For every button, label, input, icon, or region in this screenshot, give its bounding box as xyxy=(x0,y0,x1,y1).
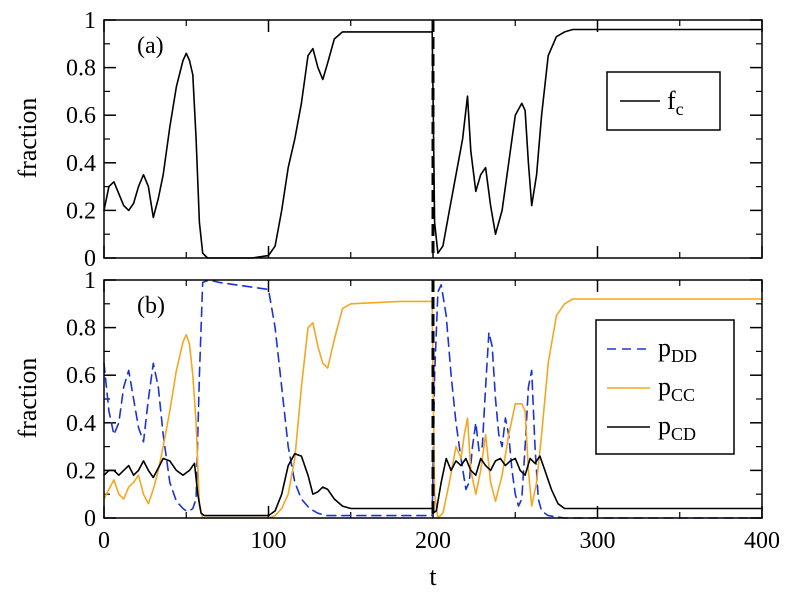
panel-a-legend: fc xyxy=(606,71,721,131)
ytick-label: 0 xyxy=(84,246,96,272)
legend-box xyxy=(595,319,735,455)
ytick-label: 0.6 xyxy=(66,363,96,389)
panel-b-label: (b) xyxy=(137,293,165,319)
legend-box xyxy=(606,71,721,131)
panel-b-frame xyxy=(103,279,763,519)
xtick-label: 0 xyxy=(98,528,110,554)
xtick-label: 300 xyxy=(580,528,616,554)
legend-label-pcd: pCD xyxy=(658,411,696,444)
ytick-label: 0 xyxy=(84,506,96,532)
ytick-label: 0.4 xyxy=(66,151,96,177)
panel-b-ylabel: fraction xyxy=(13,358,42,439)
ytick-label: 0.4 xyxy=(66,411,96,437)
ytick-label: 0.2 xyxy=(66,458,96,484)
xtick-label: 100 xyxy=(251,528,287,554)
series-line-p-dd xyxy=(103,279,763,519)
legend-label-pdd: pDD xyxy=(658,333,697,366)
ytick-label: 0.8 xyxy=(66,56,96,82)
panel-a-label: (a) xyxy=(137,33,164,59)
legend-label-pcc: pCC xyxy=(658,372,695,405)
panel-a-ylabel: fraction xyxy=(13,98,42,179)
series-line-p-cd xyxy=(103,452,763,517)
ytick-label: 1 xyxy=(84,8,96,34)
ytick-label: 0.6 xyxy=(66,103,96,129)
series-line-f-c xyxy=(103,28,763,259)
panel-b-xlabel: t xyxy=(429,562,437,591)
panel-a: fraction (a) 0 0.2 0.4 0.6 0.8 1 fc xyxy=(13,8,763,272)
ytick-label: 0.8 xyxy=(66,316,96,342)
xtick-label: 400 xyxy=(744,528,780,554)
series-line-p-cc xyxy=(103,298,763,519)
ytick-label: 0.2 xyxy=(66,198,96,224)
ytick-label: 1 xyxy=(84,268,96,294)
panel-b-legend: pDD pCC pCD xyxy=(595,319,735,455)
xtick-label: 200 xyxy=(415,528,451,554)
panel-a-frame xyxy=(103,19,763,259)
legend-label-fc: fc xyxy=(667,86,684,119)
panel-b: fraction (b) 0 0.2 0.4 0.6 0.8 1 0 100 200 300 400… xyxy=(13,268,780,591)
